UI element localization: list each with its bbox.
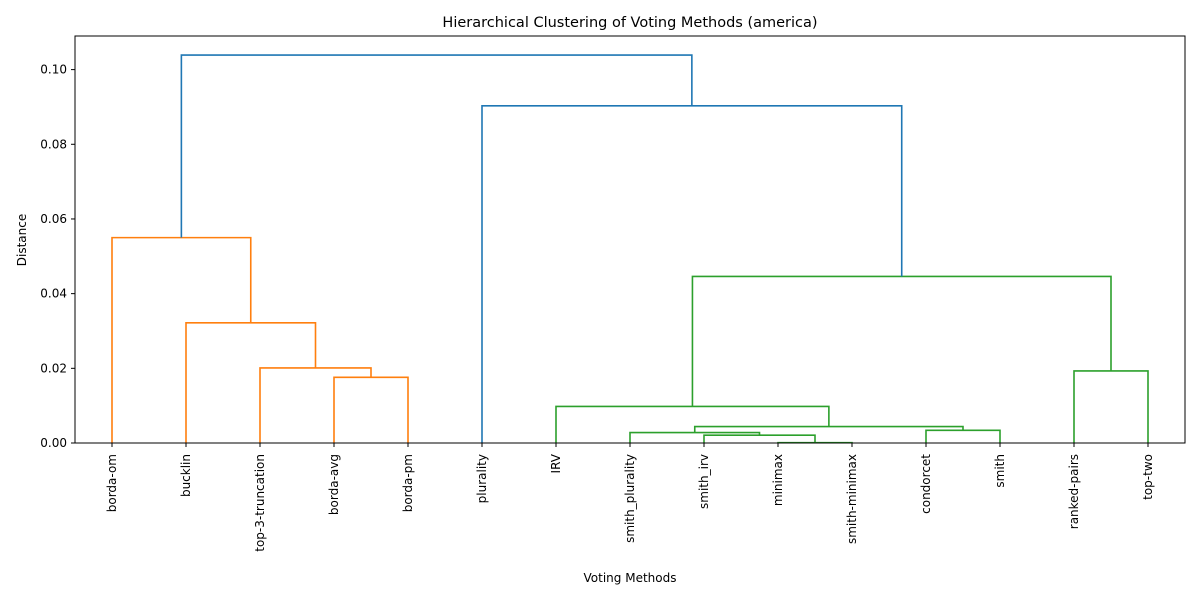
x-tick-label-top-two: top-two: [1141, 454, 1155, 500]
y-tick-label: 0.10: [40, 63, 67, 77]
dendrogram-link-3: [186, 323, 316, 443]
dendrogram-link-4: [112, 238, 251, 443]
dendrogram-link-1: [334, 377, 408, 443]
x-axis-ticks: borda-om bucklin top-3-truncation borda-avg…: [105, 443, 1155, 552]
y-tick-label: 0.00: [40, 436, 67, 450]
x-tick-label-borda-avg: borda-avg: [327, 454, 341, 515]
x-tick-label-plurality: plurality: [475, 454, 489, 503]
dendrogram-link-12: [692, 276, 1111, 406]
dendrogram-link-7: [630, 433, 760, 443]
x-tick-label-irv: IRV: [549, 453, 563, 473]
axes-frame: [75, 36, 1185, 443]
chart-title: Hierarchical Clustering of Voting Method…: [442, 15, 817, 31]
dendrogram-link-6: [704, 435, 815, 443]
x-tick-label-minimax: minimax: [771, 454, 785, 506]
dendrogram-link-2: [260, 368, 371, 443]
dendrogram-link-9: [695, 427, 963, 433]
dendrogram-link-11: [1074, 371, 1148, 443]
dendrogram-link-8: [926, 430, 1000, 443]
x-tick-label-borda-pm: borda-pm: [401, 454, 415, 512]
y-tick-label: 0.06: [40, 212, 67, 226]
x-tick-label-ranked-pairs: ranked-pairs: [1067, 454, 1081, 529]
y-axis-ticks: 0.00 0.02 0.04 0.06 0.08 0.10: [40, 63, 75, 450]
x-tick-label-condorcet: condorcet: [919, 454, 933, 514]
y-tick-label: 0.08: [40, 137, 67, 151]
x-tick-label-top-3-truncation: top-3-truncation: [253, 454, 267, 552]
x-tick-label-smith-plurality: smith_plurality: [623, 454, 637, 543]
y-tick-label: 0.02: [40, 361, 67, 375]
dendrogram-link-10: [556, 406, 829, 443]
x-tick-label-smith: smith: [993, 454, 1007, 488]
dendrogram-links: [112, 55, 1148, 443]
dendrogram-link-14: [181, 55, 691, 238]
y-axis-label: Distance: [15, 214, 29, 266]
x-tick-label-bucklin: bucklin: [179, 454, 193, 497]
x-tick-label-smith-minimax: smith-minimax: [845, 454, 859, 544]
x-axis-label: Voting Methods: [584, 571, 677, 585]
y-tick-label: 0.04: [40, 287, 67, 301]
x-tick-label-smith-irv: smith_irv: [697, 454, 711, 509]
x-tick-label-borda-om: borda-om: [105, 454, 119, 512]
